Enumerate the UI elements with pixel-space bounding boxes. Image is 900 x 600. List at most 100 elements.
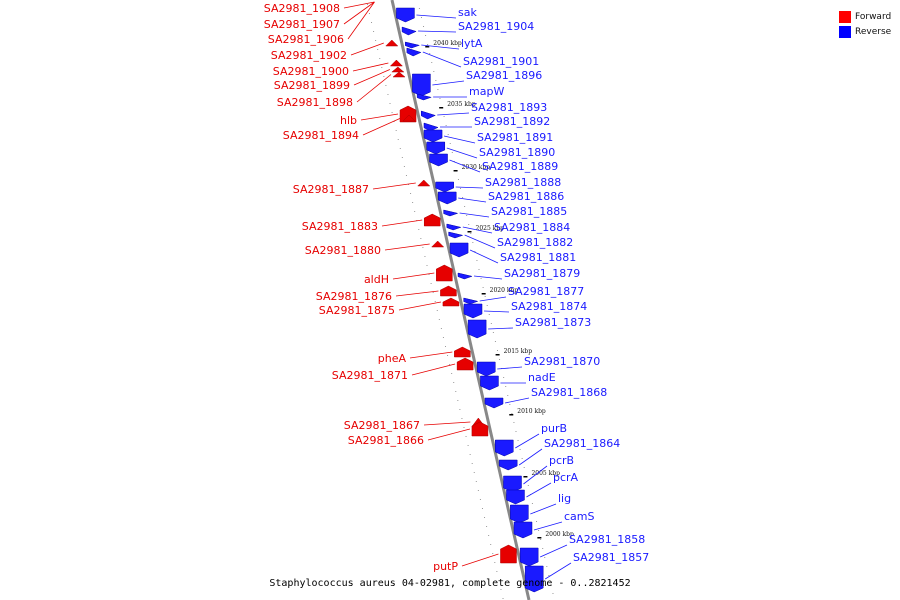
reverse-gene[interactable]: SA2981_1864 <box>498 437 620 471</box>
reverse-gene-label: SA2981_1901 <box>463 55 539 68</box>
reverse-gene[interactable]: SA2981_1896 <box>412 69 542 97</box>
forward-gene[interactable]: SA2981_1875 <box>319 297 460 317</box>
reverse-gene-label: SA2981_1874 <box>511 300 587 313</box>
reverse-gene[interactable]: nadE <box>480 371 556 391</box>
forward-gene[interactable]: aldH <box>364 264 453 286</box>
legend-reverse-label: Reverse <box>855 26 892 37</box>
reverse-gene-label: camS <box>564 510 595 523</box>
forward-gene-arrow <box>471 421 489 437</box>
forward-gene[interactable]: hlb <box>340 105 417 127</box>
forward-gene[interactable]: SA2981_1906 <box>268 1 375 46</box>
reverse-gene[interactable]: lig <box>510 492 571 524</box>
reverse-gene[interactable]: SA2981_1874 <box>463 300 587 319</box>
forward-gene[interactable]: SA2981_1898 <box>277 71 406 109</box>
reverse-gene-leader <box>443 135 476 144</box>
reverse-gene[interactable]: SA2981_1901 <box>406 47 539 68</box>
reverse-gene[interactable]: SA2981_1879 <box>457 267 580 280</box>
reverse-gene[interactable]: SA2981_1904 <box>401 20 534 36</box>
reverse-gene-label: SA2981_1896 <box>466 69 542 82</box>
forward-gene-arrow <box>392 71 406 78</box>
tick-mark <box>537 537 542 539</box>
reverse-gene-arrow <box>421 110 436 120</box>
reverse-gene[interactable]: lytA <box>405 37 483 50</box>
reverse-gene[interactable]: SA2981_1889 <box>429 153 559 173</box>
forward-gene-leader <box>427 428 471 441</box>
reverse-gene[interactable]: SA2981_1885 <box>443 205 568 218</box>
reverse-gene[interactable]: SA2981_1870 <box>476 355 600 377</box>
reverse-gene[interactable]: SA2981_1893 <box>421 101 547 120</box>
reverse-gene[interactable]: mapW <box>416 85 504 101</box>
forward-gene-leader <box>356 74 392 103</box>
reverse-gene[interactable]: pcrB <box>503 454 574 493</box>
tick-label: 2025 kbp <box>476 225 505 232</box>
reverse-gene-arrow <box>448 231 464 239</box>
forward-gene[interactable]: SA2981_1871 <box>332 357 474 382</box>
reverse-gene[interactable]: SA2981_1881 <box>449 242 576 264</box>
forward-gene-arrow <box>391 66 405 73</box>
forward-gene-leader <box>362 117 402 136</box>
reverse-gene[interactable]: camS <box>513 510 595 539</box>
reverse-gene[interactable]: SA2981_1891 <box>423 129 553 144</box>
forward-gene[interactable]: pheA <box>378 346 471 365</box>
forward-gene-arrow <box>436 264 453 282</box>
forward-gene[interactable]: SA2981_1908 <box>264 1 375 15</box>
reverse-gene-arrow <box>405 41 421 49</box>
reverse-gene[interactable]: purB <box>495 422 567 457</box>
forward-gene-label: SA2981_1898 <box>277 96 353 109</box>
tick-label: 2005 kbp <box>531 470 560 477</box>
reverse-gene[interactable]: SA2981_1873 <box>467 316 591 339</box>
reverse-gene[interactable]: SA2981_1888 <box>435 176 562 193</box>
reverse-gene[interactable]: SA2981_1882 <box>448 231 574 249</box>
reverse-gene[interactable]: SA2981_1886 <box>437 190 564 205</box>
forward-gene[interactable]: SA2981_1899 <box>274 66 405 92</box>
reverse-gene-arrow <box>519 547 539 567</box>
reverse-gene-label: SA2981_1890 <box>479 146 555 159</box>
forward-gene[interactable]: putP <box>433 544 517 573</box>
tick-mark <box>495 354 500 356</box>
reverse-gene-label: SA2981_1889 <box>482 160 558 173</box>
forward-gene[interactable]: SA2981_1876 <box>316 285 457 303</box>
legend-forward[interactable]: Forward <box>839 9 891 24</box>
reverse-gene[interactable]: SA2981_1884 <box>446 221 570 234</box>
forward-gene[interactable]: SA2981_1883 <box>302 213 441 233</box>
reverse-gene[interactable]: sak <box>396 6 477 23</box>
forward-gene-leader <box>352 62 389 72</box>
forward-gene-leader <box>461 553 499 567</box>
forward-gene-leader <box>423 421 471 426</box>
forward-gene-label: hlb <box>340 114 357 127</box>
reverse-gene[interactable]: SA2981_1868 <box>484 386 607 409</box>
forward-gene[interactable]: SA2981_1866 <box>348 421 489 447</box>
legend-reverse[interactable]: Reverse <box>839 24 891 39</box>
reverse-gene-label: SA2981_1877 <box>508 285 584 298</box>
reverse-gene[interactable]: SA2981_1857 <box>524 551 649 593</box>
reverse-gene-leader <box>479 296 507 302</box>
forward-gene[interactable]: SA2981_1880 <box>305 240 445 257</box>
reverse-gene[interactable]: pcrA <box>506 471 579 505</box>
reverse-gene[interactable]: SA2981_1890 <box>426 141 555 159</box>
reverse-gene-label: SA2981_1891 <box>477 131 553 144</box>
reverse-gene[interactable]: SA2981_1858 <box>519 533 645 567</box>
reverse-gene-label: SA2981_1881 <box>500 251 576 264</box>
forward-gene[interactable]: SA2981_1887 <box>293 179 431 196</box>
reverse-gene-arrow <box>480 375 499 391</box>
reverse-gene-leader <box>473 275 503 280</box>
forward-gene[interactable]: SA2981_1894 <box>283 114 416 142</box>
forward-gene[interactable]: SA2981_1900 <box>273 59 403 78</box>
reverse-gene-label: lig <box>558 492 571 505</box>
tick-mark <box>425 46 430 48</box>
forward-gene[interactable]: SA2981_1902 <box>271 39 399 62</box>
reverse-gene[interactable]: SA2981_1892 <box>423 115 550 132</box>
reverse-swatch <box>839 25 851 38</box>
tick-mark <box>523 476 528 478</box>
forward-gene-label: pheA <box>378 352 407 365</box>
forward-gene-arrow <box>431 240 445 248</box>
forward-gene[interactable]: SA2981_1867 <box>344 417 485 432</box>
reverse-gene-label: SA2981_1864 <box>544 437 620 450</box>
forward-gene[interactable]: SA2981_1907 <box>264 1 375 31</box>
tick-label: 2000 kbp <box>545 531 574 538</box>
reverse-gene-label: mapW <box>469 85 504 98</box>
reverse-gene-leader <box>526 482 552 498</box>
forward-gene-label: SA2981_1906 <box>268 33 344 46</box>
tick-mark <box>439 107 444 109</box>
reverse-gene-arrow <box>401 26 417 36</box>
